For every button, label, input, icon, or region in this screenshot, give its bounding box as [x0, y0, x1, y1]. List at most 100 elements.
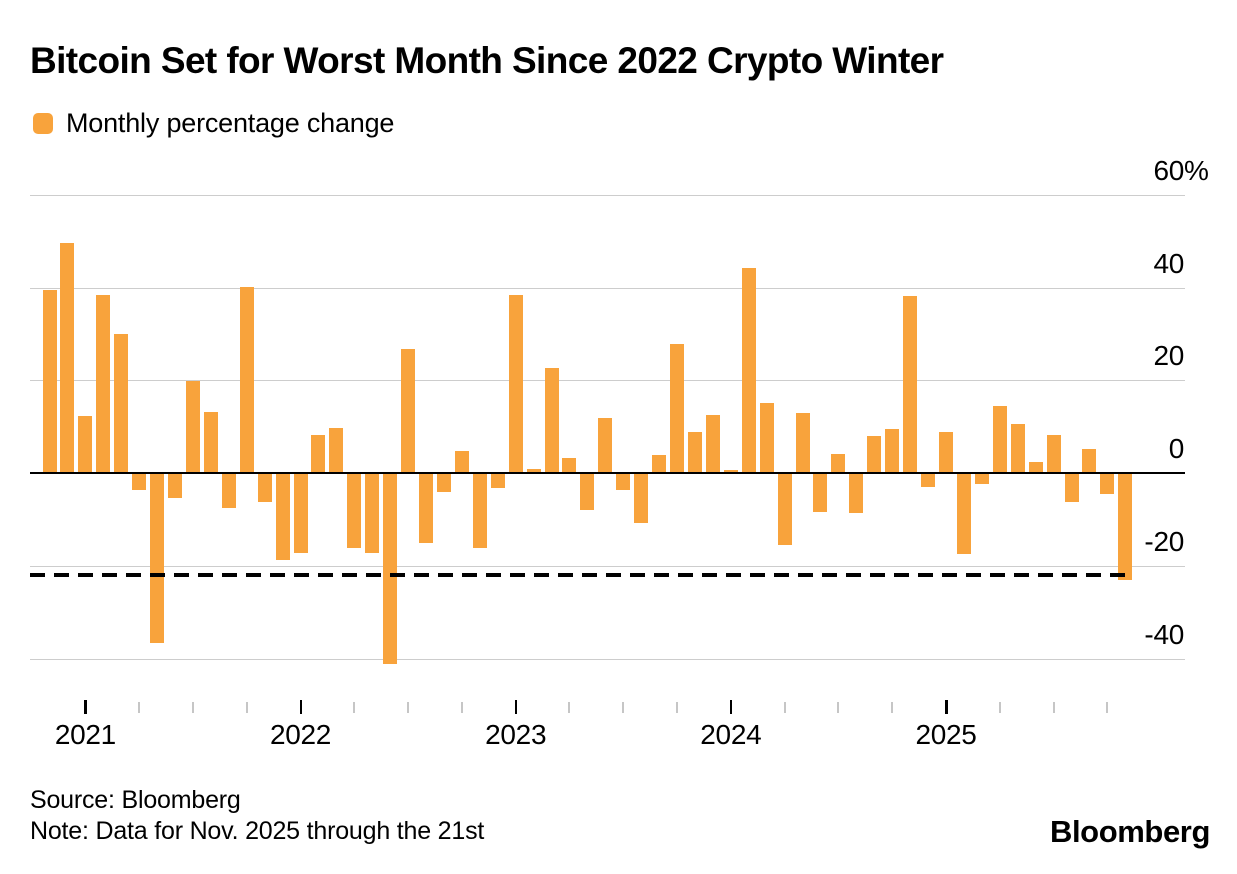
x-axis-year-label: 2025: [915, 719, 977, 750]
bar: [867, 435, 882, 473]
bar: [849, 474, 864, 513]
bar: [705, 414, 720, 473]
legend: Monthly percentage change: [33, 107, 395, 138]
bar: [150, 474, 165, 643]
note-line: Note: Data for Nov. 2025 through the 21s…: [30, 817, 485, 845]
x-tick-minor: [998, 702, 1001, 713]
x-tick-minor: [1106, 702, 1109, 713]
bar: [1118, 474, 1133, 581]
x-tick-minor: [891, 702, 894, 713]
bar: [974, 474, 989, 485]
bar: [365, 474, 380, 554]
x-tick-major: [729, 700, 733, 714]
bar: [96, 294, 111, 473]
x-axis-year-label: 2024: [700, 719, 762, 750]
bar: [239, 286, 254, 473]
bar: [311, 435, 326, 473]
legend-swatch-icon: [33, 112, 53, 134]
x-tick-minor: [783, 702, 786, 713]
y-axis-label: 40: [1153, 247, 1184, 279]
bar: [114, 333, 129, 473]
bar: [580, 474, 595, 510]
x-tick-minor: [568, 702, 571, 713]
bar: [759, 402, 774, 473]
bar: [383, 474, 398, 664]
gridline: [30, 194, 1185, 196]
gridline: [30, 380, 1185, 382]
bar: [168, 474, 182, 499]
bar: [1064, 474, 1079, 503]
y-axis-label: 0: [1168, 433, 1185, 465]
bar: [652, 455, 667, 473]
bar: [616, 474, 631, 490]
x-tick-minor: [622, 702, 625, 713]
bar: [60, 243, 75, 473]
bar: [598, 417, 613, 473]
gridline: [30, 566, 1185, 568]
y-axis-label: 20: [1153, 340, 1184, 372]
bar: [992, 405, 1007, 473]
x-tick-minor: [460, 702, 463, 713]
x-tick-minor: [191, 702, 194, 713]
bar: [490, 474, 505, 488]
source-line: Source: Bloomberg: [30, 786, 241, 814]
reference-dashed-line: [30, 572, 1135, 577]
x-tick-major: [945, 700, 948, 714]
x-tick-minor: [245, 702, 248, 713]
y-axis-label: -20: [1144, 526, 1184, 558]
bar: [329, 428, 344, 473]
x-tick-major: [299, 700, 303, 714]
bloomberg-logo: Bloomberg: [1049, 814, 1210, 849]
bar: [275, 474, 290, 561]
x-tick-minor: [407, 702, 410, 713]
bar: [293, 474, 308, 553]
x-tick-minor: [1052, 702, 1055, 713]
bar: [634, 474, 649, 524]
x-tick-minor: [138, 702, 141, 713]
zero-axis-line: [30, 472, 1185, 475]
bar: [203, 412, 218, 473]
bar: [42, 289, 57, 473]
gridline: [30, 287, 1185, 289]
bar: [132, 474, 147, 490]
x-tick-major: [514, 700, 518, 714]
bar: [454, 450, 469, 473]
x-tick-minor: [676, 702, 679, 713]
bar: [347, 474, 362, 549]
bar: [1082, 449, 1097, 473]
gridline: [30, 659, 1185, 661]
bar: [687, 431, 702, 473]
bar: [903, 295, 918, 473]
x-tick-minor: [837, 702, 840, 713]
bar: [185, 380, 200, 473]
bar: [831, 453, 846, 473]
bar: [436, 474, 451, 492]
bar: [670, 344, 685, 473]
bar: [508, 294, 523, 473]
bar: [723, 470, 738, 473]
bar: [221, 474, 236, 509]
bar: [777, 474, 792, 545]
x-tick-minor: [353, 702, 356, 713]
bar: [885, 429, 900, 473]
bar: [1010, 424, 1025, 473]
source-note: Source: Bloomberg Note: Data for Nov. 20…: [30, 785, 484, 847]
legend-label: Monthly percentage change: [66, 107, 395, 138]
y-axis-label: -40: [1144, 619, 1184, 651]
bar: [1028, 461, 1043, 473]
bar: [921, 474, 936, 487]
bar: [795, 413, 810, 473]
bar: [562, 458, 577, 473]
bar: [78, 416, 93, 473]
x-tick-major: [84, 700, 87, 714]
x-axis-year-label: 2023: [485, 719, 547, 750]
bar: [401, 348, 416, 473]
bar: [741, 267, 756, 473]
bar: [257, 474, 272, 502]
bar: [939, 431, 953, 473]
bar: [1046, 435, 1061, 473]
percent-suffix: %: [1184, 154, 1209, 186]
x-axis-year-label: 2021: [54, 719, 116, 750]
bar: [956, 474, 971, 555]
